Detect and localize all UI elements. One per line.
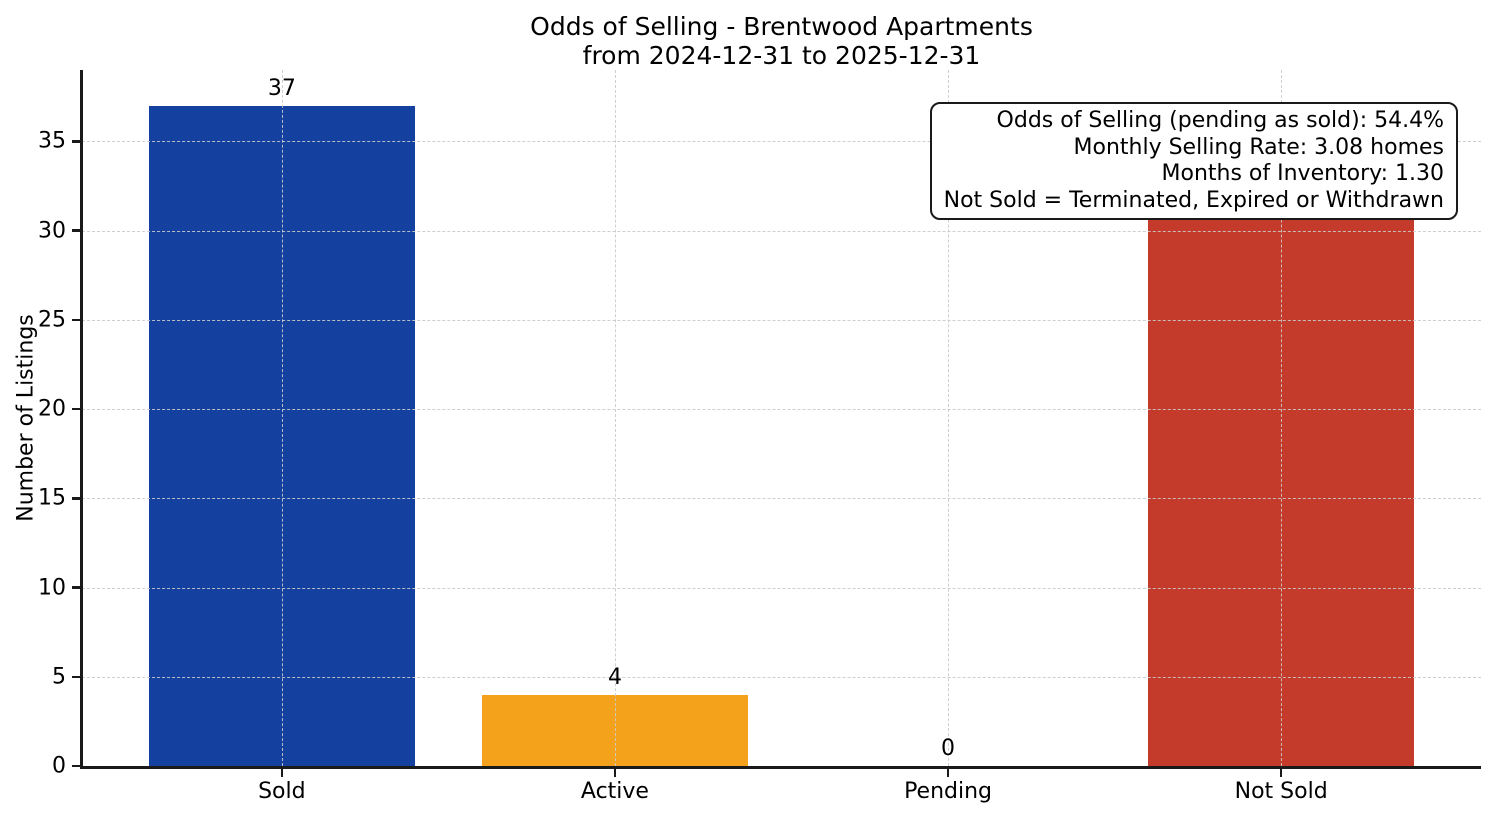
stats-box: Odds of Selling (pending as sold): 54.4%… xyxy=(929,102,1458,220)
gridline-horizontal xyxy=(82,498,1481,500)
stats-line-monthly-rate: Monthly Selling Rate: 3.08 homes xyxy=(1073,134,1444,160)
gridline-horizontal xyxy=(82,676,1481,678)
gridline-vertical xyxy=(948,70,950,766)
y-tick-mark xyxy=(72,318,80,322)
x-tick-mark xyxy=(1279,768,1283,777)
gridline-horizontal xyxy=(82,141,1481,143)
gridline-horizontal xyxy=(82,319,1481,321)
gridline-horizontal xyxy=(82,409,1481,411)
y-tick-label: 10 xyxy=(38,575,66,601)
gridline-vertical xyxy=(1281,70,1283,766)
y-axis-label: Number of Listings xyxy=(13,314,39,522)
y-tick-label: 0 xyxy=(52,753,66,779)
bar-value-label-pending: 0 xyxy=(941,736,956,761)
gridline-vertical xyxy=(614,70,616,766)
y-tick-label: 35 xyxy=(38,128,66,154)
y-tick-mark xyxy=(72,140,80,143)
y-tick-label: 5 xyxy=(52,664,66,690)
bar-not-sold xyxy=(1147,212,1415,766)
gridline-horizontal xyxy=(82,587,1481,589)
x-tick-label-not-sold: Not Sold xyxy=(1234,779,1328,804)
chart-title: Odds of Selling - Brentwood Apartments f… xyxy=(82,12,1481,70)
stats-line-months-inventory: Months of Inventory: 1.30 xyxy=(1161,161,1444,186)
x-tick-mark xyxy=(946,768,950,777)
y-tick-mark xyxy=(72,764,80,768)
y-tick-mark xyxy=(72,586,80,589)
chart-title-line1: Odds of Selling - Brentwood Apartments xyxy=(530,12,1033,41)
y-tick-label: 15 xyxy=(38,485,66,511)
y-tick-label: 30 xyxy=(38,218,66,244)
x-tick-mark xyxy=(280,768,284,777)
bar-value-label-sold: 37 xyxy=(267,75,296,101)
x-axis-spine xyxy=(80,766,1481,769)
stats-line-odds: Odds of Selling (pending as sold): 54.4% xyxy=(996,108,1444,133)
x-tick-label-pending: Pending xyxy=(904,779,993,804)
gridline-vertical xyxy=(281,70,283,766)
y-tick-mark xyxy=(72,407,80,411)
y-tick-label: 25 xyxy=(38,307,66,333)
x-tick-mark xyxy=(613,768,617,777)
bar-value-label-active: 4 xyxy=(607,664,622,690)
x-tick-label-sold: Sold xyxy=(258,779,306,804)
y-axis-spine xyxy=(80,70,83,769)
gridline-horizontal xyxy=(82,230,1481,232)
y-tick-mark xyxy=(72,229,80,232)
y-tick-mark xyxy=(72,675,80,679)
stats-line-not-sold-definition: Not Sold = Terminated, Expired or Withdr… xyxy=(943,187,1444,213)
y-tick-mark xyxy=(72,497,80,500)
x-tick-label-active: Active xyxy=(580,779,649,804)
chart-title-line2: from 2024-12-31 to 2025-12-31 xyxy=(582,41,981,70)
y-tick-label: 20 xyxy=(38,396,66,422)
